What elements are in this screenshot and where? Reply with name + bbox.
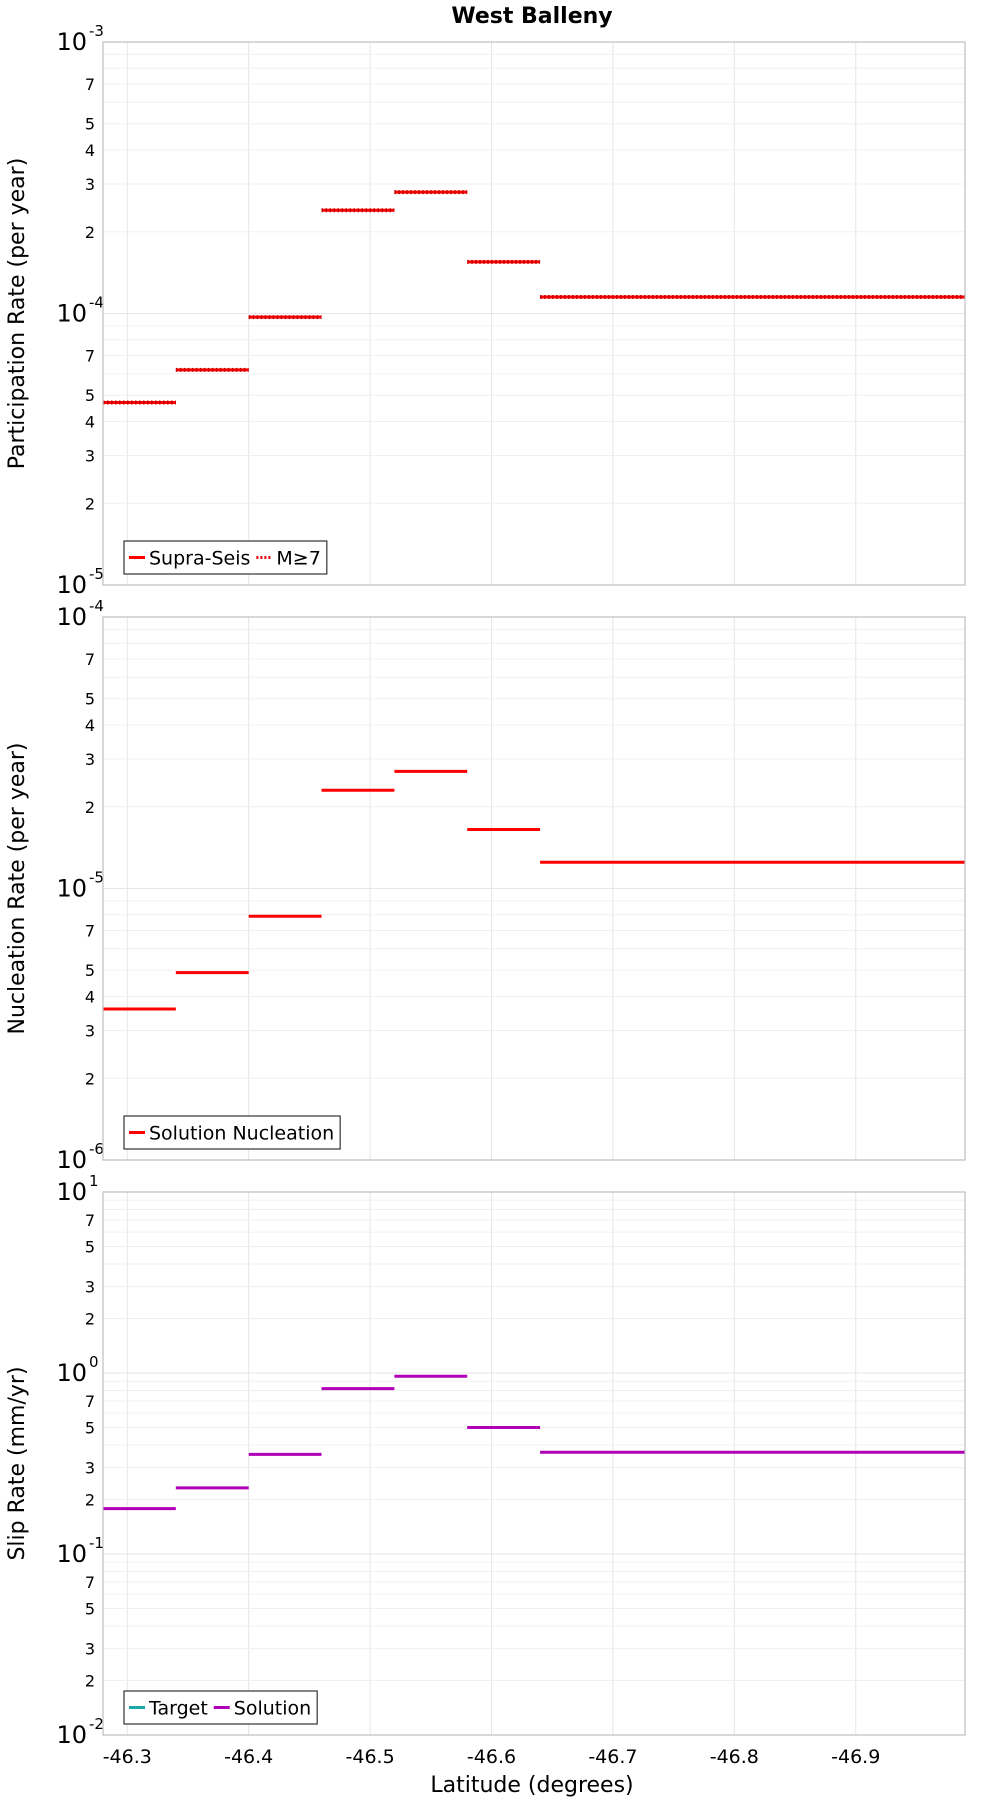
y-tick-label: 10	[56, 603, 87, 631]
y-tick-label-minor: 7	[85, 1573, 95, 1592]
plot-frame	[102, 41, 966, 586]
y-tick-label-minor: 7	[85, 650, 95, 669]
y-tick-label-minor: 2	[85, 1672, 95, 1691]
y-tick-label: 10	[56, 1540, 87, 1568]
y-tick-label-minor: 2	[85, 1069, 95, 1088]
y-tick-exponent: 1	[89, 1172, 99, 1190]
y-tick-label-minor: 5	[85, 961, 95, 980]
figure-title: West Balleny	[451, 4, 612, 29]
y-tick-exponent: -5	[89, 565, 104, 583]
x-tick-label: -46.5	[346, 1746, 395, 1768]
y-tick-label-minor: 4	[85, 413, 95, 432]
y-tick-label-minor: 7	[85, 1392, 95, 1411]
y-tick-label: 10	[56, 300, 87, 328]
series-solution	[103, 1374, 965, 1511]
y-tick-label: 10	[56, 875, 87, 903]
y-tick-label-minor: 3	[85, 1459, 95, 1478]
y-axis-label: Nucleation Rate (per year)	[5, 743, 30, 1035]
y-tick-exponent: -3	[89, 22, 104, 40]
y-tick-label-minor: 2	[85, 1491, 95, 1510]
y-tick-exponent: -4	[89, 597, 104, 615]
legend-label: Target	[148, 1698, 208, 1720]
y-axis-label: Participation Rate (per year)	[5, 158, 30, 470]
y-tick-label: 10	[56, 28, 87, 56]
y-tick-label-minor: 3	[85, 1640, 95, 1659]
x-tick-label: -46.6	[467, 1746, 516, 1768]
y-tick-exponent: -1	[89, 1534, 104, 1552]
x-axis-label: Latitude (degrees)	[430, 1773, 633, 1798]
legend-label: Solution Nucleation	[149, 1123, 334, 1145]
legend: Target Solution	[123, 1690, 318, 1725]
y-tick-label: 10	[56, 1178, 87, 1206]
y-tick-label-minor: 3	[85, 1278, 95, 1297]
y-tick-label-minor: 5	[85, 1599, 95, 1618]
y-tick-label-minor: 3	[85, 446, 95, 465]
y-tick-label-minor: 5	[85, 690, 95, 709]
legend-label: Supra-Seis	[149, 548, 250, 570]
legend-box	[123, 540, 328, 575]
y-tick-label-minor: 3	[85, 1021, 95, 1040]
y-tick-exponent: -6	[89, 1140, 104, 1158]
y-tick-label-minor: 5	[85, 1237, 95, 1256]
y-tick-label-minor: 7	[85, 922, 95, 941]
series-solution-nucleation	[103, 769, 965, 1011]
y-tick-label-minor: 2	[85, 798, 95, 817]
legend: Supra-Seis M≥7	[123, 540, 328, 575]
y-tick-exponent: -4	[89, 294, 104, 312]
y-tick-label-minor: 4	[85, 988, 95, 1007]
legend-box	[123, 1115, 341, 1150]
y-tick-label-minor: 3	[85, 750, 95, 769]
legend-label: Solution	[234, 1698, 311, 1720]
y-tick-label-minor: 5	[85, 386, 95, 405]
plot-frame	[102, 1191, 966, 1736]
y-tick-label-minor: 7	[85, 347, 95, 366]
y-tick-label-minor: 7	[85, 75, 95, 94]
y-tick-label-minor: 5	[85, 115, 95, 134]
y-tick-label: 10	[56, 1721, 87, 1749]
y-tick-label-minor: 3	[85, 175, 95, 194]
x-tick-label: -46.4	[224, 1746, 273, 1768]
y-tick-exponent: -5	[89, 869, 104, 887]
x-tick-label: -46.8	[710, 1746, 759, 1768]
y-tick-label-minor: 2	[85, 1310, 95, 1329]
legend-label: M≥7	[276, 548, 320, 570]
y-tick-label-minor: 2	[85, 223, 95, 242]
x-axis: -46.3 -46.4 -46.5 -46.6 -46.7 -46.8 -46.9	[103, 1746, 881, 1768]
y-tick-exponent: 0	[89, 1353, 99, 1371]
y-tick-label-minor: 5	[85, 1418, 95, 1437]
plot-area	[103, 1192, 965, 1735]
y-tick-label-minor: 4	[85, 141, 95, 160]
legend: Solution Nucleation	[123, 1115, 341, 1150]
y-tick-label-minor: 7	[85, 1211, 95, 1230]
x-tick-label: -46.3	[103, 1746, 152, 1768]
y-tick-label-minor: 2	[85, 494, 95, 513]
plot-frame	[102, 616, 966, 1161]
y-tick-label: 10	[56, 1359, 87, 1387]
y-axis-label: Slip Rate (mm/yr)	[5, 1366, 30, 1560]
y-tick-exponent: -2	[89, 1715, 104, 1733]
series-m-7	[103, 190, 965, 405]
x-tick-label: -46.7	[588, 1746, 637, 1768]
y-tick-label: 10	[56, 1146, 87, 1174]
y-tick-label: 10	[56, 571, 87, 599]
y-tick-label-minor: 4	[85, 716, 95, 735]
x-tick-label: -46.9	[831, 1746, 880, 1768]
